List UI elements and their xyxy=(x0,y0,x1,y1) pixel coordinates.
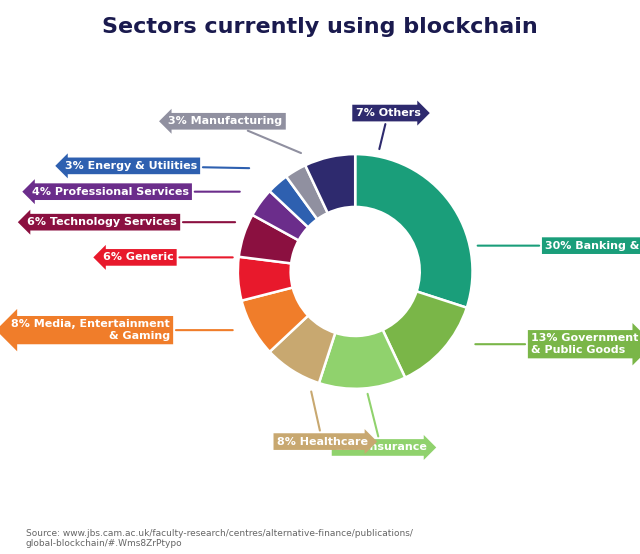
Text: 4% Professional Services: 4% Professional Services xyxy=(31,187,240,197)
Text: 3% Manufacturing: 3% Manufacturing xyxy=(168,116,301,153)
Wedge shape xyxy=(355,154,472,307)
Wedge shape xyxy=(305,154,355,213)
Text: Source: www.jbs.cam.ac.uk/faculty-research/centres/alternative-finance/publicati: Source: www.jbs.cam.ac.uk/faculty-resear… xyxy=(26,529,412,548)
Text: Sectors currently using blockchain: Sectors currently using blockchain xyxy=(102,17,538,37)
Wedge shape xyxy=(269,177,317,227)
Text: 8% Healthcare: 8% Healthcare xyxy=(277,392,368,447)
Wedge shape xyxy=(383,291,467,378)
Text: 6% Generic: 6% Generic xyxy=(102,253,233,263)
Text: 30% Banking & Finance: 30% Banking & Finance xyxy=(477,240,640,250)
Wedge shape xyxy=(238,257,292,301)
Wedge shape xyxy=(269,316,335,383)
Wedge shape xyxy=(319,330,405,389)
Text: 7% Others: 7% Others xyxy=(356,108,420,149)
Wedge shape xyxy=(239,215,299,263)
Text: 8% Media, Entertainment
& Gaming: 8% Media, Entertainment & Gaming xyxy=(11,319,233,341)
Wedge shape xyxy=(252,191,308,240)
Wedge shape xyxy=(286,165,328,219)
Text: 12% Insurance: 12% Insurance xyxy=(335,394,427,453)
Wedge shape xyxy=(241,288,308,352)
Text: 13% Government
& Public Goods: 13% Government & Public Goods xyxy=(476,334,639,355)
Text: 6% Technology Services: 6% Technology Services xyxy=(27,217,235,227)
Text: 3% Energy & Utilities: 3% Energy & Utilities xyxy=(65,161,249,171)
